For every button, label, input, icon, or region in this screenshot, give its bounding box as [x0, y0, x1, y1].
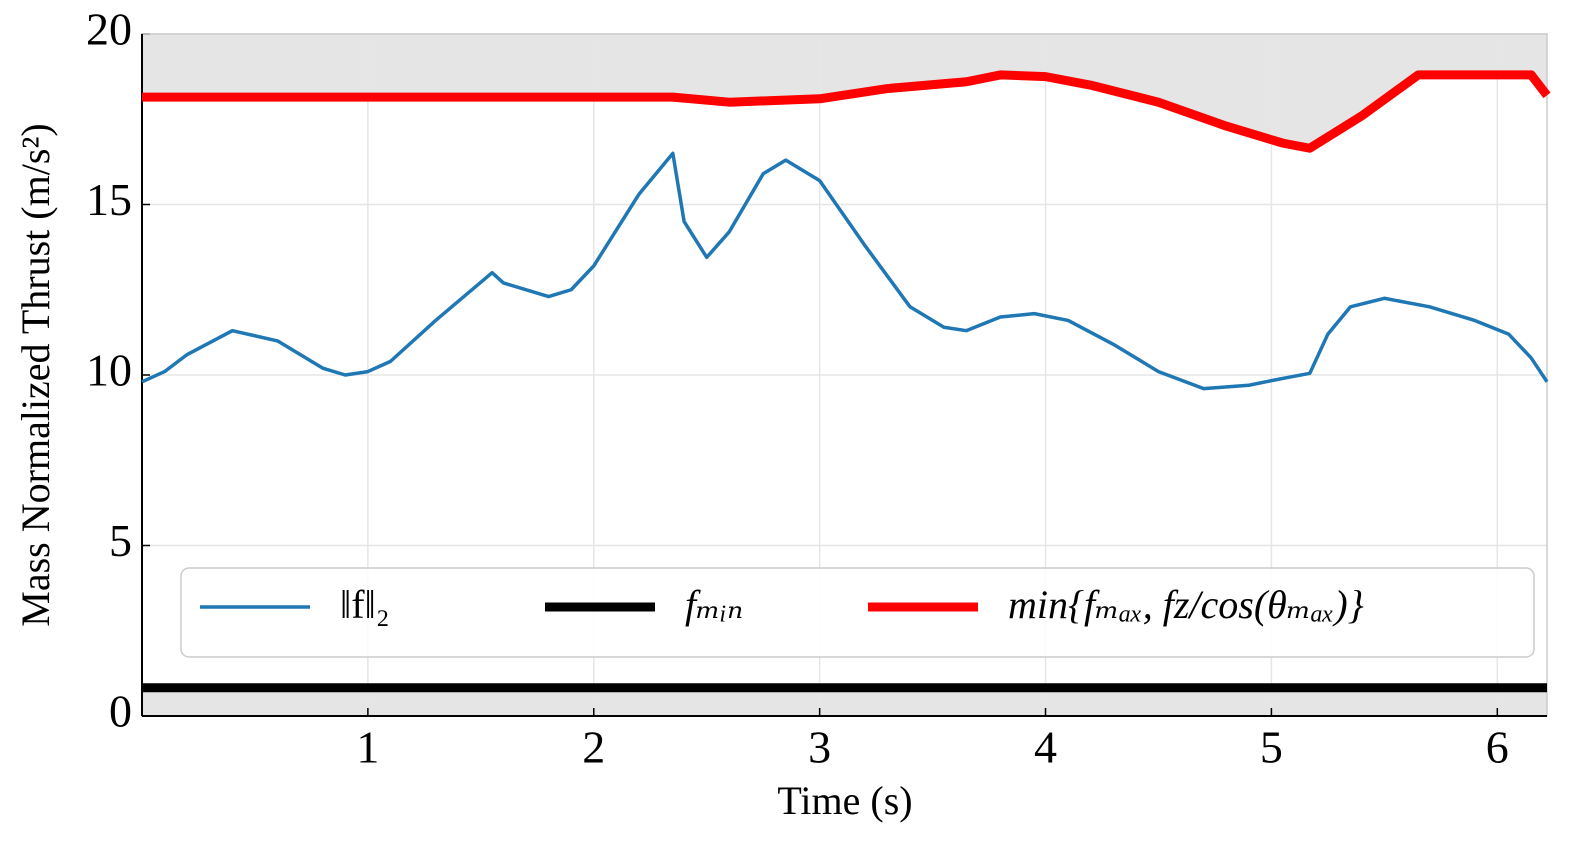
x-tick-label: 4	[1034, 722, 1057, 773]
x-tick-label: 3	[808, 722, 831, 773]
y-axis-label: Mass Normalized Thrust (m/s²)	[13, 123, 58, 626]
legend-box	[180, 567, 1535, 658]
data-line	[141, 151, 1549, 391]
y-tick-label: 10	[86, 345, 132, 396]
x-tick-label: 2	[582, 722, 605, 773]
legend-label: ‖f‖₂	[340, 582, 390, 627]
legend: ‖f‖₂ fₘᵢₙ min{fₘₐₓ, fz/cos(θₘₐₓ)}	[180, 567, 1535, 658]
y-tick-label: 0	[109, 686, 132, 737]
y-tick-label: 15	[86, 174, 132, 225]
y-tick-label: 5	[109, 515, 132, 566]
legend-label: min{fₘₐₓ, fz/cos(θₘₐₓ)}	[1008, 582, 1364, 627]
x-tick-label: 6	[1486, 722, 1509, 773]
x-axis-label: Time (s)	[777, 778, 912, 823]
fill-region	[142, 687, 1547, 716]
y-tick-label: 20	[86, 4, 132, 55]
x-tick-label: 1	[356, 722, 379, 773]
data-line	[142, 70, 1551, 153]
legend-label: fₘᵢₙ	[685, 582, 743, 627]
x-tick-label: 5	[1260, 722, 1283, 773]
